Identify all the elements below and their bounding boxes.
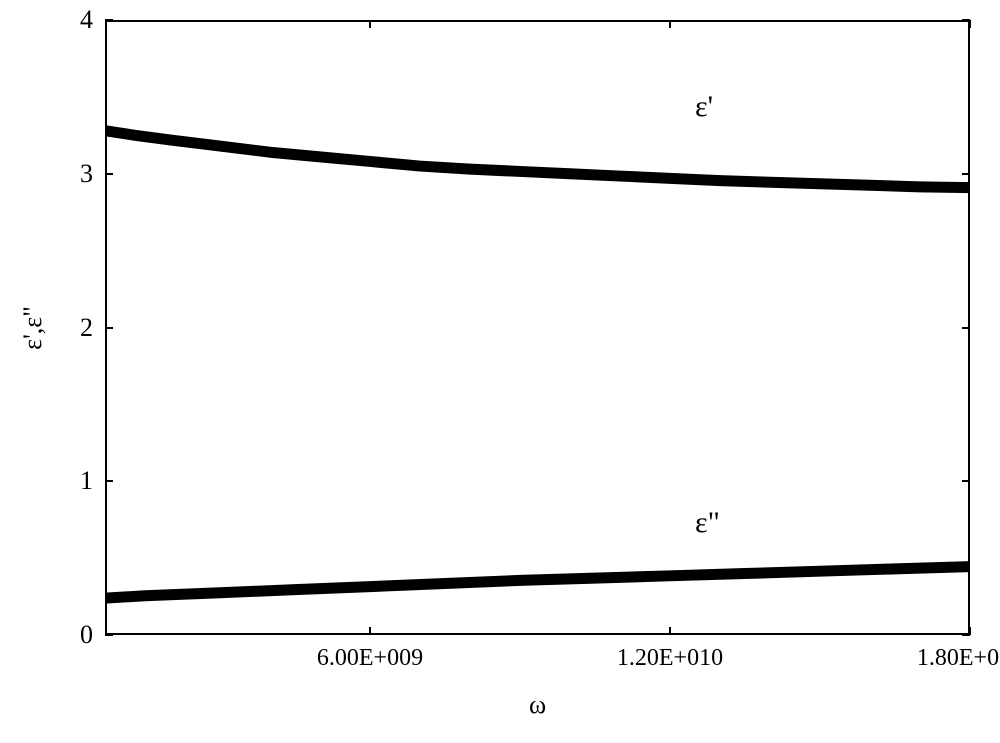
x-tick-label: 1.80E+010: [917, 645, 1000, 672]
y-axis-label: ε',ε": [18, 306, 48, 350]
x-tick-label: 6.00E+009: [317, 645, 423, 672]
series-annotation-epsilon-double-prime: ε": [695, 506, 720, 540]
y-tick-label: 4: [80, 5, 93, 35]
y-tick: [962, 173, 970, 175]
x-tick: [369, 627, 371, 635]
y-tick-label: 1: [80, 466, 93, 496]
y-tick: [105, 480, 113, 482]
x-axis-label: ω: [529, 690, 546, 720]
x-tick: [369, 20, 371, 28]
y-tick-label: 2: [80, 313, 93, 343]
y-tick: [105, 173, 113, 175]
y-tick: [105, 19, 113, 21]
series-line-epsilon-prime: [105, 131, 970, 188]
series-line-epsilon-double-prime: [105, 567, 970, 599]
y-tick: [105, 634, 113, 636]
x-tick: [669, 627, 671, 635]
y-tick-label: 3: [80, 159, 93, 189]
y-tick-label: 0: [80, 620, 93, 650]
y-tick: [962, 327, 970, 329]
y-tick: [962, 480, 970, 482]
x-tick: [669, 20, 671, 28]
x-tick-label: 1.20E+010: [617, 645, 723, 672]
figure: ε',ε" ω 0 1 2 3 4 6.00E+009 1.20E+010 1.80E+010…: [0, 0, 1000, 743]
y-tick: [105, 327, 113, 329]
x-tick: [969, 627, 971, 635]
x-tick: [969, 20, 971, 28]
chart-svg: [0, 0, 1000, 743]
series-annotation-epsilon-prime: ε': [695, 90, 713, 124]
